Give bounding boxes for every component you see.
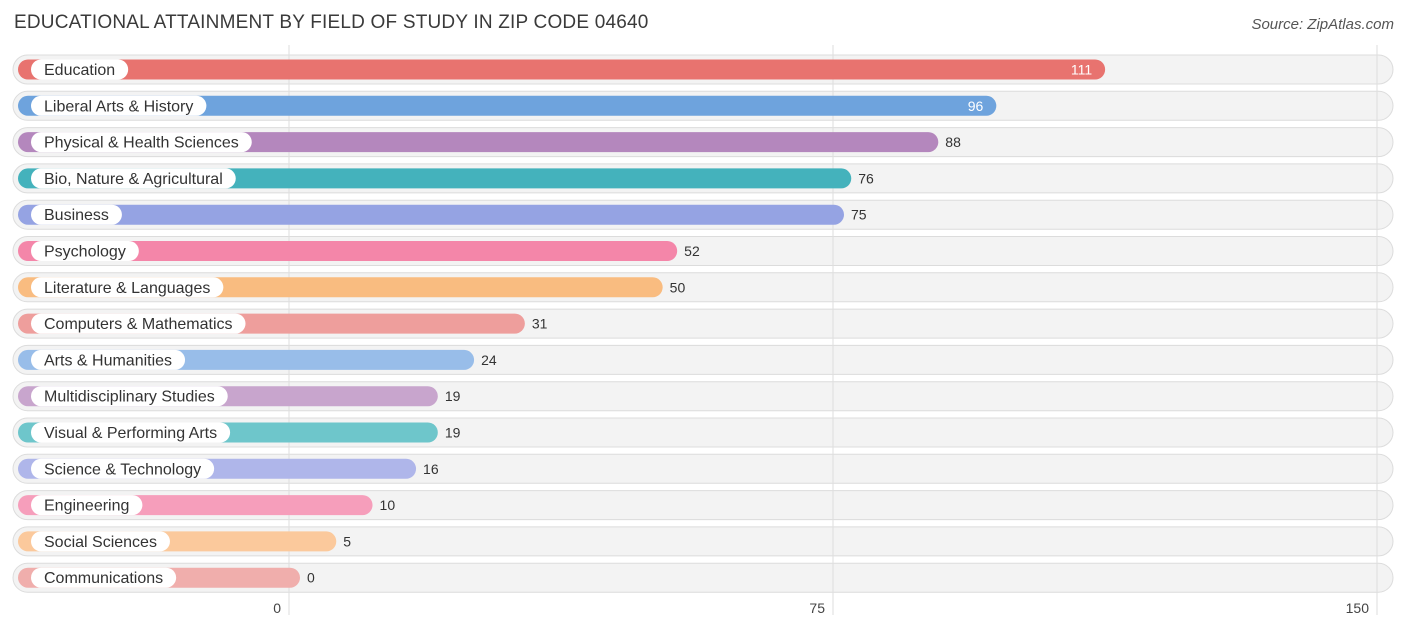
value-label: 10 [380,497,396,513]
bar-label: Arts & Humanities [44,352,172,369]
bar-label: Literature & Languages [44,280,210,297]
bar-label-pill [31,204,122,225]
bar-label-pill [31,422,231,443]
bar-label-pill [31,458,215,479]
source-note: Source: ZipAtlas.com [1251,16,1394,33]
x-tick-label: 150 [1346,600,1370,616]
bar-label-pill [31,132,252,153]
bar-label: Visual & Performing Arts [44,425,217,442]
bar-label: Social Sciences [44,534,157,551]
bar-label-pill [31,531,170,552]
row-background [12,562,1394,593]
value-label: 0 [307,570,315,586]
bar-label: Psychology [44,244,126,261]
bar-label: Physical & Health Sciences [44,135,239,152]
value-label: 19 [445,388,461,404]
bar [18,204,844,225]
bar-label: Bio, Nature & Agricultural [44,171,223,188]
value-label: 111 [1071,62,1092,78]
bar [18,241,678,261]
row-background [12,526,1394,557]
bar-label-pill [31,567,177,588]
bar [18,59,1106,80]
bar-label-pill [31,168,236,189]
value-label: 75 [851,207,867,223]
bar-label-pill [31,95,207,116]
value-label: 31 [532,316,548,332]
bar-label: Engineering [44,498,129,515]
value-label: 24 [481,352,497,368]
bar-label-pill [31,59,129,80]
bar-label-pill [31,313,246,334]
bar-label-pill [31,349,186,370]
bar-label: Communications [44,570,163,587]
value-label: 88 [945,134,961,150]
x-tick-label: 75 [809,600,825,616]
bar-label-pill [31,495,143,516]
bar [18,95,997,116]
bar-label: Science & Technology [44,461,201,478]
value-label: 96 [968,98,984,114]
value-label: 5 [343,533,351,549]
bar-label: Liberal Arts & History [44,98,193,115]
bar-label-pill [31,277,224,298]
bar-label-pill [31,386,228,407]
bar-label-pill [31,241,139,261]
chart-title: EDUCATIONAL ATTAINMENT BY FIELD OF STUDY… [14,12,649,33]
bar-label: Computers & Mathematics [44,316,233,333]
x-tick-label: 0 [273,600,281,616]
value-label: 52 [684,243,700,259]
bar-label: Multidisciplinary Studies [44,389,215,406]
value-label: 50 [670,279,686,295]
bar-label: Business [44,207,109,224]
value-label: 19 [445,425,461,441]
value-label: 16 [423,461,439,477]
bar-label: Education [44,62,115,79]
value-label: 76 [858,170,874,186]
